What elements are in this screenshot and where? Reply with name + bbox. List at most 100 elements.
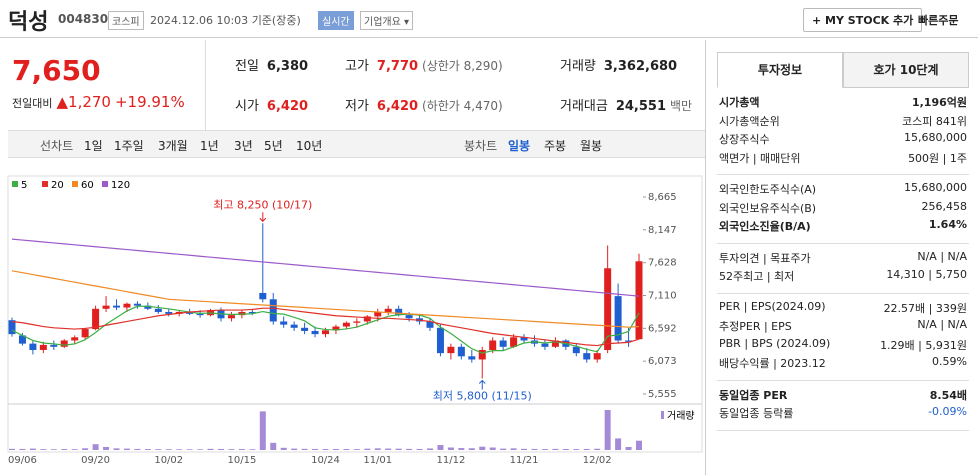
x-tick-label: 09/06: [8, 455, 37, 466]
info-row: 외국인보유주식수(B) 256,458: [719, 200, 967, 219]
info-row: 52주최고 | 최저 14,310 | 5,750: [719, 268, 967, 287]
candle-body: [102, 305, 110, 309]
x-tick-label: 10/15: [227, 455, 256, 466]
quote-item: 저가 6,420 (하한가 4,470): [345, 95, 503, 114]
candle-body: [227, 315, 235, 319]
info-row: 액면가 | 매매단위 500원 | 1주: [719, 150, 967, 169]
volume-bar: [615, 438, 622, 450]
info-value: N/A | N/A: [917, 249, 967, 263]
info-row: 외국인한도주식수(A) 15,680,000: [719, 181, 967, 200]
info-value: 15,680,000: [904, 131, 967, 144]
period-tab[interactable]: 1년: [200, 139, 219, 153]
info-label: 시가총액: [719, 96, 760, 109]
candle-tab[interactable]: 월봉: [580, 139, 603, 153]
volume-bar: [207, 448, 214, 450]
info-tabs: 투자정보 호가 10단계: [717, 52, 969, 88]
volume-bar: [594, 448, 601, 450]
info-row: PER | EPS(2024.09) 22.57배 | 339원: [719, 300, 967, 319]
period-tab[interactable]: 10년: [296, 139, 323, 153]
high-annotation: 최고 8,250 (10/17): [213, 198, 312, 211]
candle-body: [353, 321, 361, 323]
candle-body: [499, 340, 507, 347]
candle-tab[interactable]: 주봉: [544, 139, 567, 153]
volume-bar: [468, 448, 475, 450]
volume-bar: [186, 449, 193, 450]
stock-code: 004830: [58, 12, 109, 26]
volume-bar: [604, 410, 611, 450]
y-tick-label: 7,110: [648, 291, 677, 302]
plot-frame: [7, 175, 703, 453]
quote-note: (하한가 4,470): [422, 99, 503, 113]
candle-body: [269, 299, 277, 322]
quote-value: 6,420: [266, 99, 309, 114]
info-label: 상장주식수: [719, 133, 770, 146]
legend-label: 120: [111, 180, 130, 191]
info-value: 256,458: [921, 199, 968, 213]
candle-body: [374, 311, 382, 317]
candle-body: [478, 349, 486, 360]
candle-body: [18, 335, 26, 344]
x-tick-label: 11/21: [510, 455, 539, 466]
info-tab[interactable]: 투자정보: [717, 52, 843, 88]
volume-bar: [437, 445, 444, 450]
period-tab[interactable]: 5년: [264, 139, 283, 153]
candle-body: [541, 343, 549, 347]
legend-swatch: [102, 181, 108, 187]
period-tab[interactable]: 3개월: [158, 139, 188, 153]
info-label: 액면가 | 매매단위: [719, 151, 801, 165]
info-label: 투자의견 | 목표주가: [719, 251, 811, 265]
candle-body: [322, 330, 329, 335]
info-label: PBR | BPS (2024.09): [719, 336, 831, 350]
company-dropdown[interactable]: 기업개요 ▾: [360, 11, 413, 30]
info-tab[interactable]: 호가 10단계: [843, 52, 969, 88]
legend-swatch: [72, 181, 78, 187]
change: 전일대비 ▲1,270 +19.91%: [12, 93, 189, 111]
legend-label: 5: [21, 180, 27, 191]
period-tab[interactable]: 3년: [234, 139, 253, 153]
volume-bar: [155, 449, 162, 450]
datetime: 2024.12.06 10:03 기준(장중): [150, 12, 301, 28]
status: 기준(장중): [251, 14, 301, 27]
candle-body: [635, 261, 643, 340]
quote-value: 3,362,680: [603, 59, 678, 74]
quote-value: 6,380: [266, 59, 309, 74]
candle-body: [363, 316, 371, 322]
legend-label: 20: [51, 180, 64, 191]
volume-bar: [343, 449, 350, 450]
candle-tab[interactable]: 일봉: [508, 139, 531, 153]
change-amount: ▲1,270: [56, 93, 111, 111]
volume-bar: [385, 448, 392, 450]
candle-body: [165, 311, 173, 314]
volume-bar: [103, 446, 110, 450]
info-label: 외국인소진율(B/A): [719, 220, 811, 233]
tab-group-label: 선차트: [40, 139, 74, 153]
volume-bar: [395, 448, 402, 450]
period-tab[interactable]: 1일: [84, 139, 103, 153]
change-label: 전일대비: [12, 97, 53, 110]
volume-bar: [9, 448, 15, 450]
info-value: 1.64%: [928, 218, 967, 231]
volume-bar: [165, 449, 172, 450]
info-label: 외국인보유주식수(B): [719, 201, 817, 215]
volume-bar: [479, 446, 486, 450]
volume-bar: [144, 449, 151, 450]
info-value: 22.57배 | 339원: [883, 301, 967, 315]
info-row: 외국인소진율(B/A) 1.64%: [719, 218, 967, 237]
volume-bar: [71, 449, 78, 450]
volume-bar: [353, 449, 360, 450]
mystock-button[interactable]: + MY STOCK 추가: [803, 8, 923, 32]
quick-order[interactable]: 빠른주문: [918, 14, 959, 27]
candle-body: [625, 340, 633, 342]
info-label: PER | EPS(2024.09): [719, 299, 826, 313]
info-row: 투자의견 | 목표주가 N/A | N/A: [719, 250, 967, 269]
candle-body: [29, 343, 37, 350]
candle-body: [280, 321, 288, 325]
volume-bar: [636, 440, 642, 450]
volume-bar: [489, 447, 496, 450]
info-row: 배당수익률 | 2023.12 0.59%: [719, 355, 967, 374]
datetime-text: 2024.12.06 10:03: [150, 14, 249, 27]
volume-bar: [562, 449, 569, 450]
period-tab[interactable]: 1주일: [114, 139, 144, 153]
info-section: 동일업종 PER 8.54배 동일업종 등락률 -0.09%: [717, 381, 969, 431]
volume-bar: [322, 449, 329, 450]
